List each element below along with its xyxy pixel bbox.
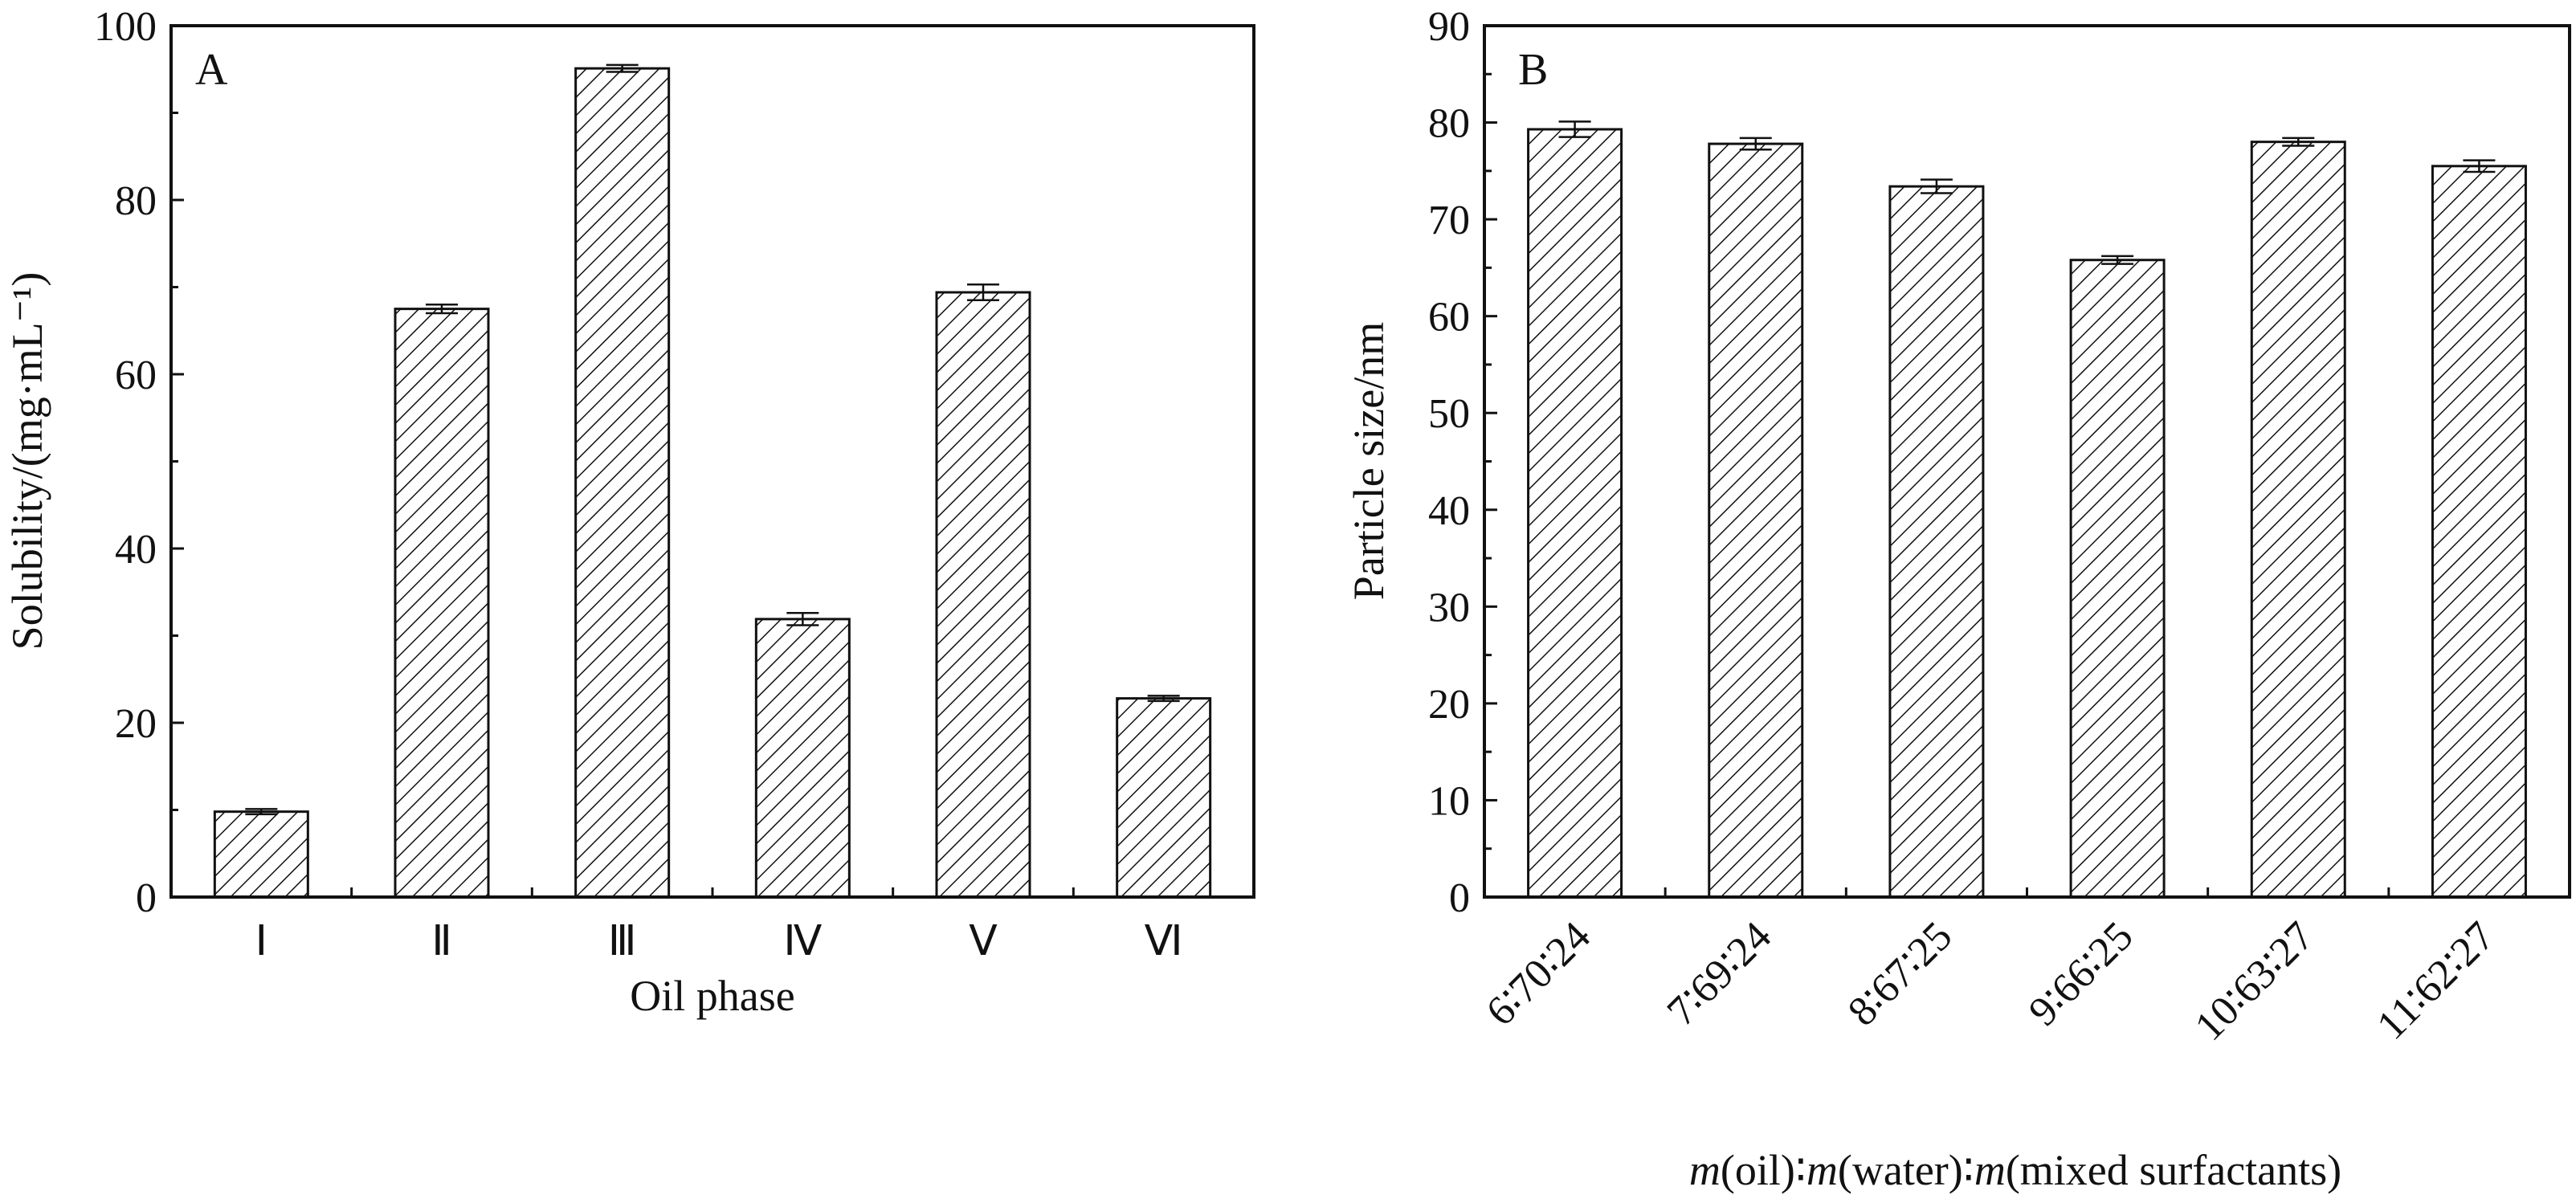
y-tick-label: 40 bbox=[1428, 488, 1470, 534]
x-tick-label: Ⅵ bbox=[1145, 919, 1183, 965]
panel-label: B bbox=[1518, 45, 1548, 95]
chart-panel-b: 0 10 20 30 40 50 60 70 80 90 6∶70∶24 7∶69∶24 8∶67∶25… bbox=[1345, 4, 2571, 1194]
x-title-surfactants: (mixed surfactants) bbox=[2006, 1146, 2341, 1194]
x-tick-label: Ⅳ bbox=[783, 919, 822, 965]
y-tick-label: 100 bbox=[94, 4, 157, 50]
bar-4 bbox=[2069, 259, 2166, 899]
y-tick-label: 60 bbox=[115, 353, 157, 398]
bar-3 bbox=[574, 67, 671, 899]
plot-frame bbox=[1483, 24, 2571, 899]
x-tick-label: 6∶70∶24 bbox=[1478, 913, 1599, 1034]
x-axis-title: m(oil)∶m(water)∶m(mixed surfactants) bbox=[1689, 1146, 2341, 1194]
bar-2 bbox=[394, 308, 490, 899]
y-tick-label: 80 bbox=[1428, 101, 1470, 147]
y-tick-label: 50 bbox=[1428, 391, 1470, 437]
bar-1 bbox=[1527, 128, 1623, 899]
bar-1 bbox=[213, 810, 309, 899]
x-tick-label: 10∶63∶27 bbox=[2186, 913, 2323, 1050]
y-tick-label: 10 bbox=[1428, 778, 1470, 824]
x-tick-label: Ⅴ bbox=[969, 919, 998, 965]
y-tick-label: 80 bbox=[115, 178, 157, 224]
x-title-water: (water)∶ bbox=[1838, 1146, 1974, 1194]
bar-5 bbox=[2250, 141, 2346, 899]
x-tick-label: 8∶67∶25 bbox=[1839, 913, 1961, 1034]
x-tick-label: Ⅱ bbox=[431, 919, 452, 965]
y-axis-title: Particle size/nm bbox=[1345, 322, 1393, 600]
y-tick-label: 60 bbox=[1428, 295, 1470, 341]
bar-4 bbox=[754, 618, 851, 899]
bar-6 bbox=[2431, 165, 2527, 899]
y-tick-label: 70 bbox=[1428, 198, 1470, 243]
bar-6 bbox=[1116, 697, 1212, 899]
x-tick-label: 9∶66∶25 bbox=[2020, 913, 2141, 1034]
x-axis-title: Oil phase bbox=[630, 972, 794, 1020]
y-tick-label: 90 bbox=[1428, 4, 1470, 50]
y-tick-label: 20 bbox=[1428, 682, 1470, 728]
y-tick-label: 40 bbox=[115, 527, 157, 573]
x-title-oil: (oil)∶ bbox=[1721, 1146, 1806, 1194]
x-title-m1: m bbox=[1689, 1146, 1721, 1194]
panel-label: A bbox=[195, 45, 228, 95]
bar-3 bbox=[1888, 185, 1985, 899]
y-tick-label: 0 bbox=[136, 875, 157, 921]
bar-2 bbox=[1708, 142, 1804, 899]
y-axis-title: Solubility/(mg·mL⁻¹) bbox=[3, 272, 51, 651]
x-tick-label: 11∶62∶27 bbox=[2369, 913, 2504, 1048]
y-tick-label: 20 bbox=[115, 701, 157, 747]
bar-5 bbox=[935, 291, 1031, 899]
x-tick-label: 7∶69∶24 bbox=[1659, 913, 1780, 1034]
plot-frame bbox=[169, 24, 1255, 899]
y-tick-label: 30 bbox=[1428, 585, 1470, 630]
x-tick-label: Ⅰ bbox=[255, 919, 267, 965]
y-tick-label: 0 bbox=[1449, 875, 1470, 921]
x-tick-label: Ⅲ bbox=[608, 919, 637, 965]
x-title-m3: m bbox=[1974, 1146, 2006, 1194]
x-title-m2: m bbox=[1806, 1146, 1838, 1194]
chart-panel-a: 0 20 40 60 80 100 Ⅰ Ⅱ Ⅲ Ⅳ Ⅴ Ⅵ A Oil phase Solubilit… bbox=[3, 4, 1255, 1020]
